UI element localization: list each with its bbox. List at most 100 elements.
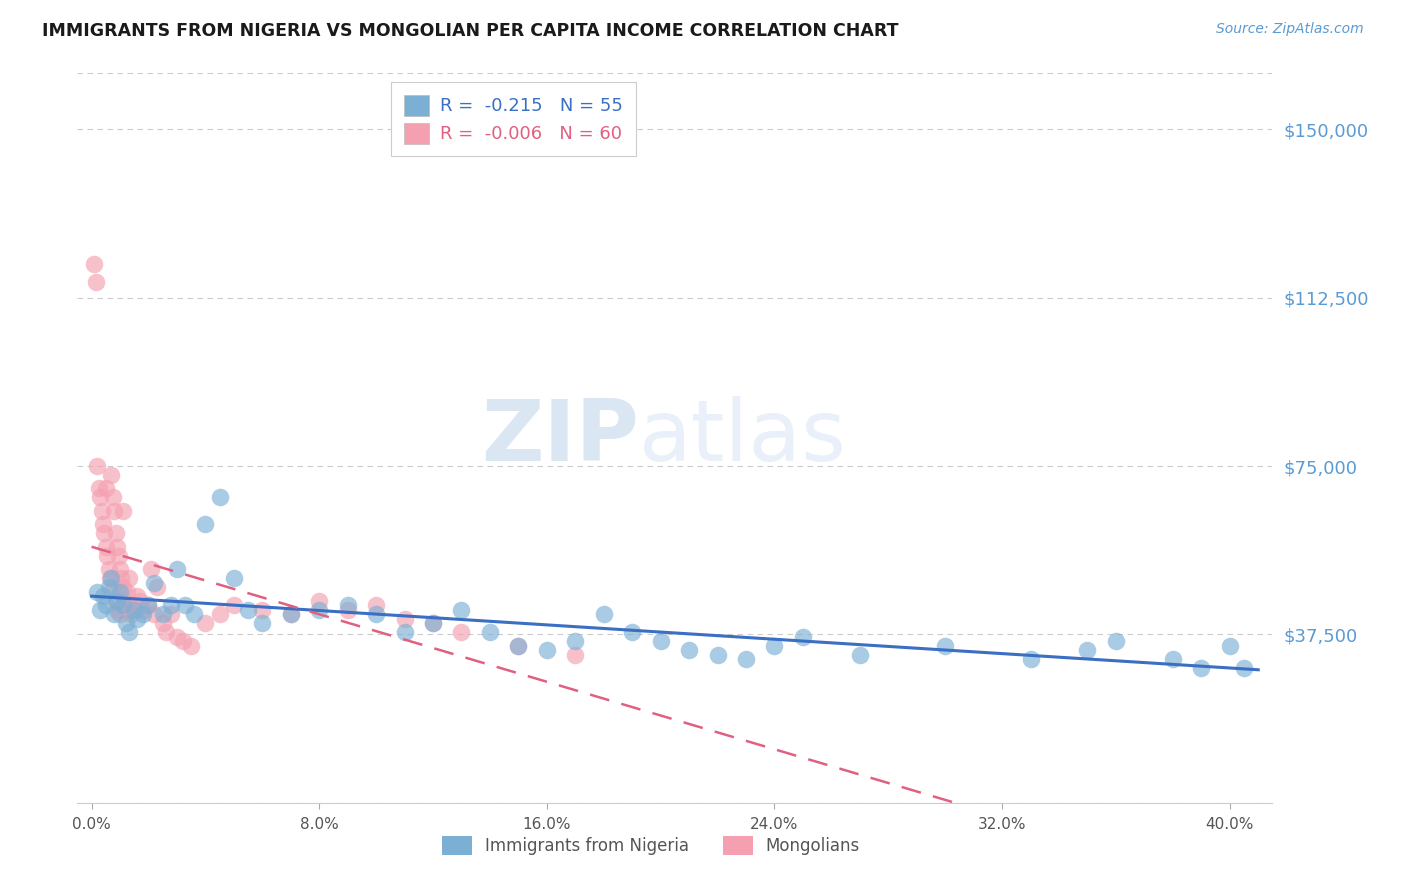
- Point: [100, 571, 122, 585]
- Point: [117, 625, 139, 640]
- Point: [83, 257, 105, 271]
- Point: [194, 616, 217, 631]
- Point: [478, 625, 501, 640]
- Point: [111, 580, 134, 594]
- Point: [1019, 652, 1042, 666]
- Point: [117, 571, 139, 585]
- Point: [143, 607, 166, 622]
- Point: [183, 607, 205, 622]
- Point: [450, 603, 472, 617]
- Point: [132, 607, 155, 622]
- Point: [308, 603, 330, 617]
- Point: [336, 599, 359, 613]
- Point: [89, 491, 111, 505]
- Point: [111, 504, 134, 518]
- Point: [508, 639, 530, 653]
- Point: [763, 639, 786, 653]
- Point: [336, 603, 359, 617]
- Point: [172, 634, 194, 648]
- Point: [112, 593, 135, 607]
- Point: [1219, 639, 1241, 653]
- Point: [180, 639, 202, 653]
- Point: [160, 607, 183, 622]
- Point: [127, 612, 149, 626]
- Point: [208, 607, 231, 622]
- Point: [934, 639, 956, 653]
- Point: [108, 607, 131, 622]
- Point: [97, 562, 120, 576]
- Point: [564, 648, 586, 662]
- Point: [86, 584, 108, 599]
- Point: [564, 634, 586, 648]
- Point: [93, 526, 115, 541]
- Point: [1076, 643, 1098, 657]
- Point: [105, 593, 128, 607]
- Text: atlas: atlas: [640, 396, 846, 480]
- Point: [114, 616, 136, 631]
- Point: [849, 648, 872, 662]
- Text: Source: ZipAtlas.com: Source: ZipAtlas.com: [1216, 22, 1364, 37]
- Point: [110, 571, 132, 585]
- Point: [366, 607, 388, 622]
- Point: [118, 603, 141, 617]
- Point: [536, 643, 558, 657]
- Point: [735, 652, 758, 666]
- Point: [280, 607, 302, 622]
- Point: [650, 634, 672, 648]
- Point: [111, 599, 134, 613]
- Point: [222, 571, 245, 585]
- Text: ZIP: ZIP: [481, 396, 640, 480]
- Point: [129, 593, 152, 607]
- Point: [103, 504, 125, 518]
- Point: [107, 549, 129, 563]
- Point: [508, 639, 530, 653]
- Point: [105, 603, 128, 617]
- Point: [143, 575, 166, 590]
- Point: [94, 482, 117, 496]
- Point: [84, 275, 107, 289]
- Point: [91, 589, 114, 603]
- Point: [592, 607, 614, 622]
- Point: [155, 625, 177, 640]
- Point: [96, 549, 118, 563]
- Point: [127, 589, 149, 603]
- Point: [160, 599, 183, 613]
- Point: [132, 603, 155, 617]
- Point: [87, 482, 110, 496]
- Point: [94, 540, 117, 554]
- Point: [394, 612, 416, 626]
- Point: [422, 616, 444, 631]
- Point: [236, 603, 259, 617]
- Point: [122, 603, 145, 617]
- Point: [174, 599, 197, 613]
- Point: [103, 607, 125, 622]
- Point: [152, 607, 174, 622]
- Point: [1161, 652, 1184, 666]
- Point: [97, 580, 120, 594]
- Point: [621, 625, 644, 640]
- Point: [105, 540, 128, 554]
- Point: [98, 571, 121, 585]
- Point: [146, 580, 169, 594]
- Point: [208, 491, 231, 505]
- Point: [101, 580, 124, 594]
- Point: [792, 630, 814, 644]
- Point: [114, 599, 136, 613]
- Point: [252, 603, 274, 617]
- Point: [138, 599, 160, 613]
- Point: [366, 599, 388, 613]
- Point: [108, 562, 131, 576]
- Text: IMMIGRANTS FROM NIGERIA VS MONGOLIAN PER CAPITA INCOME CORRELATION CHART: IMMIGRANTS FROM NIGERIA VS MONGOLIAN PER…: [42, 22, 898, 40]
- Point: [450, 625, 472, 640]
- Point: [141, 562, 163, 576]
- Point: [91, 517, 114, 532]
- Point: [86, 458, 108, 473]
- Point: [100, 468, 122, 483]
- Point: [104, 593, 127, 607]
- Point: [678, 643, 700, 657]
- Point: [422, 616, 444, 631]
- Point: [252, 616, 274, 631]
- Point: [308, 593, 330, 607]
- Point: [280, 607, 302, 622]
- Point: [166, 630, 188, 644]
